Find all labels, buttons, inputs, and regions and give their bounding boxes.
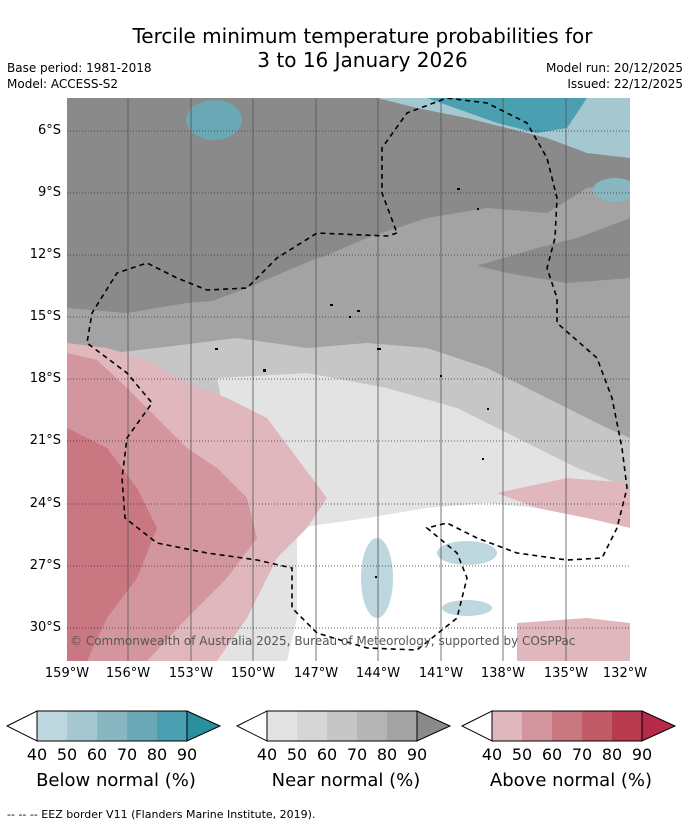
near-normal-high-zone <box>67 98 630 323</box>
map-lat-grid <box>67 130 630 629</box>
legend-label-below: Below normal (%) <box>36 770 196 791</box>
colorbar-swatch <box>612 711 642 741</box>
below-normal-south-patch-2 <box>437 541 497 565</box>
tick-50: 50 <box>56 745 78 764</box>
tick-40: 40 <box>256 745 278 764</box>
colorbar-swatch <box>492 711 522 741</box>
below-normal-nw-patch <box>186 100 242 140</box>
legend-label-above: Above normal (%) <box>489 770 653 791</box>
colorbar-swatch <box>522 711 552 741</box>
below-normal-ne-core <box>427 98 587 133</box>
colorbar-swatch <box>67 711 97 741</box>
base-period-text: Base period: 1981-2018 <box>7 61 152 75</box>
lat-label-27s: 27°S <box>29 558 61 573</box>
colorbar-swatch <box>37 711 67 741</box>
tick-40: 40 <box>26 745 48 764</box>
tick-60: 60 <box>86 745 108 764</box>
colorbar-swatch <box>387 711 417 741</box>
eez-footnote: -- -- -- EEZ border V11 (Flanders Marine… <box>7 808 316 821</box>
islands <box>215 188 489 578</box>
lon-label-150w: 150°W <box>230 666 276 681</box>
tick-50: 50 <box>286 745 308 764</box>
colorbar-swatch <box>582 711 612 741</box>
above-normal-east-zone <box>497 478 630 528</box>
tick-90: 90 <box>176 745 198 764</box>
tick-50: 50 <box>511 745 533 764</box>
colorbar-below-normal <box>6 710 222 742</box>
lon-label-141w: 141°W <box>418 666 464 681</box>
lat-label-9s: 9°S <box>37 185 61 200</box>
colorbar-swatch <box>297 711 327 741</box>
lat-label-18s: 18°S <box>29 371 61 386</box>
lat-label-6s: 6°S <box>37 123 61 138</box>
tick-40: 40 <box>481 745 503 764</box>
lat-label-30s: 30°S <box>29 620 61 635</box>
title-line-1: Tercile minimum temperature probabilitie… <box>132 24 593 48</box>
legend-near-normal: 40 50 60 70 80 90 Near normal (%) <box>236 708 466 798</box>
colorbar-near-normal <box>236 710 452 742</box>
colorbar-swatch <box>97 711 127 741</box>
probability-map <box>67 98 630 661</box>
map-title: Tercile minimum temperature probabilitie… <box>0 24 690 72</box>
tick-70: 70 <box>116 745 138 764</box>
title-line-2: 3 to 16 January 2026 <box>257 48 468 72</box>
tick-90: 90 <box>631 745 653 764</box>
lon-label-159w: 159°W <box>44 666 90 681</box>
lon-label-135w: 135°W <box>543 666 589 681</box>
colorbar-swatch <box>267 711 297 741</box>
lat-label-12s: 12°S <box>29 247 61 262</box>
above-normal-se-zone <box>517 618 630 661</box>
tick-60: 60 <box>541 745 563 764</box>
map-grid <box>127 98 567 661</box>
lon-label-147w: 147°W <box>293 666 339 681</box>
below-normal-east-patch <box>593 178 630 202</box>
legend-below-normal: 40 50 60 70 80 90 Below normal (%) <box>6 708 236 798</box>
lat-label-24s: 24°S <box>29 496 61 511</box>
tick-80: 80 <box>376 745 398 764</box>
eez-border <box>86 98 628 651</box>
meta-left: Base period: 1981-2018 Model: ACCESS-S2 <box>7 60 152 92</box>
tick-80: 80 <box>601 745 623 764</box>
lon-label-156w: 156°W <box>105 666 151 681</box>
colorbar-swatch <box>327 711 357 741</box>
tick-60: 60 <box>316 745 338 764</box>
model-run-text: Model run: 20/12/2025 <box>545 61 683 75</box>
colorbar-swatch <box>127 711 157 741</box>
lat-label-15s: 15°S <box>29 309 61 324</box>
below-normal-south-patch-3 <box>442 600 492 616</box>
lon-label-132w: 132°W <box>602 666 648 681</box>
lat-label-21s: 21°S <box>29 433 61 448</box>
near-normal-mid-zone <box>67 183 630 353</box>
lon-label-138w: 138°W <box>480 666 526 681</box>
colorbar-swatch <box>552 711 582 741</box>
lon-label-144w: 144°W <box>355 666 401 681</box>
tick-70: 70 <box>571 745 593 764</box>
colorbar-above-normal <box>461 710 677 742</box>
tick-70: 70 <box>346 745 368 764</box>
legend-above-normal: 40 50 60 70 80 90 Above normal (%) <box>461 708 690 798</box>
tick-80: 80 <box>146 745 168 764</box>
issued-text: Issued: 22/12/2025 <box>567 77 683 91</box>
tick-90: 90 <box>406 745 428 764</box>
legend-label-near: Near normal (%) <box>271 770 421 791</box>
colorbar-swatch <box>157 711 187 741</box>
model-text: Model: ACCESS-S2 <box>7 77 119 91</box>
copyright-text: © Commonwealth of Australia 2025, Bureau… <box>70 634 576 648</box>
meta-right: Model run: 20/12/2025 Issued: 22/12/2025 <box>546 60 683 92</box>
above-normal-high-zone <box>67 428 157 661</box>
colorbar-swatch <box>357 711 387 741</box>
lon-label-153w: 153°W <box>168 666 214 681</box>
